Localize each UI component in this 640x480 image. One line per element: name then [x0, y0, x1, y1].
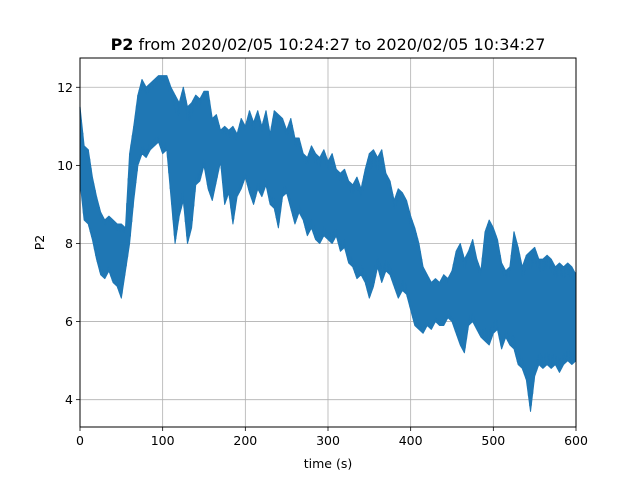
y-tick-label: 8	[65, 236, 73, 251]
chart-title-bold: P2	[111, 35, 134, 54]
y-axis-label: P2	[32, 235, 47, 251]
y-tick-label: 4	[65, 392, 73, 407]
y-tick-label: 12	[57, 80, 73, 95]
x-tick-label: 200	[233, 433, 257, 448]
x-tick-label: 300	[316, 433, 340, 448]
y-tick-label: 6	[65, 314, 73, 329]
x-tick-label: 0	[76, 433, 84, 448]
series-trace	[79, 75, 576, 407]
chart-title-rest: from 2020/02/05 10:24:27 to 2020/02/05 1…	[133, 35, 545, 54]
x-tick-label: 500	[481, 433, 505, 448]
chart-title: P2 from 2020/02/05 10:24:27 to 2020/02/0…	[111, 35, 546, 54]
x-tick-label: 100	[151, 433, 175, 448]
x-axis-label: time (s)	[304, 456, 352, 471]
y-tick-label: 10	[57, 158, 73, 173]
x-tick-label: 600	[564, 433, 588, 448]
tick-layer: 0 100 200 300 400 500 600 4 6 8 10 12	[57, 80, 588, 448]
x-tick-label: 400	[399, 433, 423, 448]
